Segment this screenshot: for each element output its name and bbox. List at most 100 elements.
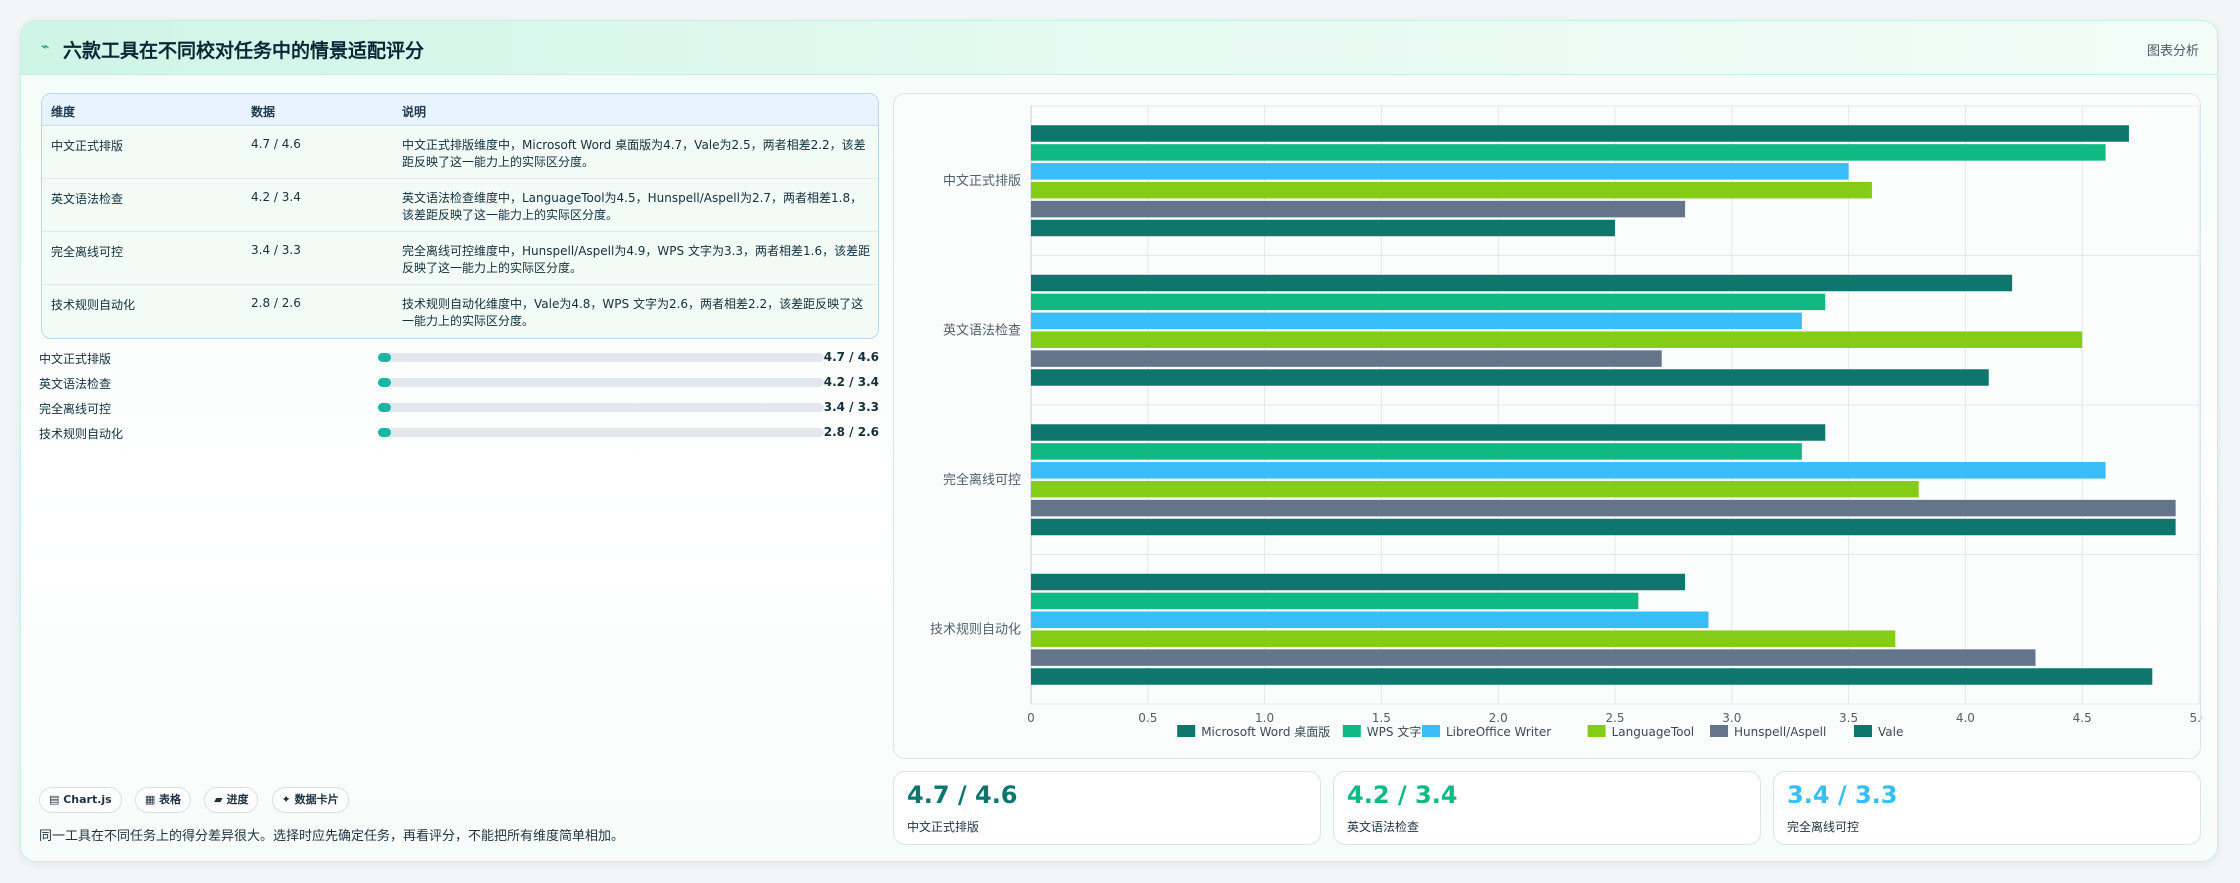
x-tick-label: 1.5 — [1372, 711, 1391, 725]
progress-value: 4.7 / 4.6 — [823, 350, 879, 364]
stat-value: 4.2 / 3.4 — [1347, 781, 1458, 809]
bar — [1031, 312, 1802, 330]
page-title: 六款工具在不同校对任务中的情景适配评分 — [63, 40, 425, 62]
row-description: 完全离线可控维度中，Hunspell/Aspell为4.9，WPS 文字为3.3… — [402, 244, 871, 275]
legend-swatch — [1342, 725, 1361, 737]
stat-value: 4.7 / 4.6 — [907, 781, 1018, 809]
chart-analysis-tag: 图表分析 — [2146, 44, 2199, 59]
progress-track — [378, 403, 824, 412]
chip-chartjs[interactable]: ▤ Chart.js — [39, 787, 122, 813]
bar — [1031, 592, 1639, 610]
row-data: 4.2 / 3.4 — [251, 190, 301, 204]
progress-value: 3.4 / 3.3 — [823, 400, 879, 414]
chip-table[interactable]: ▦ 表格 — [134, 787, 192, 813]
y-tick-label: 技术规则自动化 — [930, 622, 1021, 637]
row-data: 3.4 / 3.3 — [251, 243, 301, 257]
x-tick-label: 3.0 — [1722, 711, 1741, 725]
legend-label: Vale — [1878, 725, 1903, 739]
bar — [1031, 181, 1872, 199]
bar — [1031, 649, 2036, 666]
table-row: 中文正式排版 4.7 / 4.6 中文正式排版维度中，Microsoft Wor… — [42, 126, 878, 179]
bar — [1031, 274, 2013, 292]
x-tick-label: 3.5 — [1839, 711, 1858, 725]
row-dimension: 中文正式排版 — [51, 139, 124, 153]
progress-track — [378, 378, 824, 387]
row-dimension: 技术规则自动化 — [51, 298, 136, 312]
progress-label: 英文语法检查 — [39, 377, 112, 391]
legend-label: LanguageTool — [1612, 725, 1695, 739]
x-tick-label: 0 — [1027, 711, 1035, 725]
bar — [1031, 668, 2153, 685]
bar — [1031, 293, 1826, 311]
bar — [1031, 462, 2106, 479]
bar — [1031, 480, 1919, 498]
view-chips: ▤ Chart.js ▦ 表格 ▰ 进度 ✦ 数据卡片 — [39, 787, 357, 813]
progress-label: 中文正式排版 — [39, 352, 112, 366]
bar — [1031, 573, 1686, 591]
bar — [1031, 499, 2176, 517]
row-data: 4.7 / 4.6 — [251, 137, 301, 151]
x-tick-label: 5.0 — [2189, 711, 2202, 725]
progress-fill — [378, 378, 392, 387]
progress-fill — [378, 428, 392, 437]
bar — [1031, 630, 1896, 647]
legend-swatch — [1854, 725, 1872, 737]
bar — [1031, 424, 1826, 441]
stat-label: 中文正式排版 — [907, 820, 980, 834]
progress-label: 完全离线可控 — [39, 402, 112, 416]
row-description: 中文正式排版维度中，Microsoft Word 桌面版为4.7，Vale为2.… — [402, 138, 866, 169]
progress-fill — [378, 353, 392, 362]
progress-item: 技术规则自动化 2.8 / 2.6 — [39, 424, 879, 442]
progress-track — [378, 428, 824, 437]
y-tick-label: 中文正式排版 — [943, 174, 1021, 189]
bar — [1031, 443, 1802, 460]
header-data: 数据 — [251, 105, 276, 119]
data-table: 维度 数据 说明 中文正式排版 4.7 / 4.6 中文正式排版维度中，Micr… — [41, 93, 879, 339]
progress-item: 英文语法检查 4.2 / 3.4 — [39, 374, 879, 392]
chip-data-cards[interactable]: ✦ 数据卡片 — [271, 787, 349, 813]
bar — [1031, 219, 1615, 237]
x-tick-label: 4.0 — [1956, 711, 1975, 725]
bar — [1031, 144, 2106, 161]
row-dimension: 英文语法检查 — [51, 192, 124, 206]
legend-label: Microsoft Word 桌面版 — [1201, 725, 1330, 739]
table-row: 英文语法检查 4.2 / 3.4 英文语法检查维度中，LanguageTool为… — [42, 179, 878, 232]
x-tick-label: 2.5 — [1605, 711, 1624, 725]
y-tick-label: 完全离线可控 — [943, 472, 1021, 488]
card-header: ⌁ 六款工具在不同校对任务中的情景适配评分 图表分析 — [21, 21, 2217, 75]
stat-label: 完全离线可控 — [1787, 820, 1860, 834]
chart-panel: 0 0.5 1.0 1.5 2.0 2.5 3.0 3.5 4.0 4.5 5.0 中文正式排版英文语… — [893, 93, 2202, 759]
table-row: 技术规则自动化 2.8 / 2.6 技术规则自动化维度中，Vale为4.8，WP… — [42, 285, 878, 338]
row-description: 技术规则自动化维度中，Vale为4.8，WPS 文字为2.6，两者相差2.2，该… — [402, 297, 864, 328]
stat-value: 3.4 / 3.3 — [1787, 781, 1898, 809]
progress-track — [378, 353, 824, 362]
row-data: 2.8 / 2.6 — [251, 296, 301, 310]
bar-chart: 0 0.5 1.0 1.5 2.0 2.5 3.0 3.5 4.0 4.5 5.0 中文正式排版英文语… — [930, 105, 2202, 739]
stat-card: 4.7 / 4.6 中文正式排版 — [893, 771, 1321, 845]
bar — [1031, 611, 1709, 629]
footnote: 同一工具在不同任务上的得分差异很大。选择时应先确定任务，再看评分，不能把所有维度… — [39, 829, 625, 844]
chip-progress[interactable]: ▰ 进度 — [204, 787, 259, 813]
chart-logo-icon: ⌁ — [41, 39, 50, 55]
y-tick-label: 英文语法检查 — [943, 323, 1021, 338]
legend-label: LibreOffice Writer — [1446, 725, 1551, 739]
x-tick-label: 4.5 — [2073, 711, 2092, 725]
legend-swatch — [1587, 725, 1606, 737]
bar — [1031, 331, 2083, 348]
analysis-card: ⌁ 六款工具在不同校对任务中的情景适配评分 图表分析 维度 数据 说明 中文正式… — [20, 20, 2218, 862]
table-row: 完全离线可控 3.4 / 3.3 完全离线可控维度中，Hunspell/Aspe… — [42, 232, 878, 285]
header-dimension: 维度 — [51, 105, 76, 119]
progress-fill — [378, 403, 392, 412]
legend-label: WPS 文字 — [1367, 724, 1422, 739]
table-header: 维度 数据 说明 — [42, 94, 878, 126]
progress-item: 完全离线可控 3.4 / 3.3 — [39, 399, 879, 417]
progress-value: 2.8 / 2.6 — [823, 425, 879, 439]
row-description: 英文语法检查维度中，LanguageTool为4.5，Hunspell/Aspe… — [402, 191, 863, 222]
stat-card: 4.2 / 3.4 英文语法检查 — [1333, 771, 1761, 845]
legend-label: Hunspell/Aspell — [1734, 725, 1826, 739]
header-description: 说明 — [402, 105, 427, 119]
progress-label: 技术规则自动化 — [39, 427, 124, 441]
bar — [1031, 518, 2176, 536]
progress-value: 4.2 / 3.4 — [823, 375, 879, 389]
bar — [1031, 125, 2129, 142]
